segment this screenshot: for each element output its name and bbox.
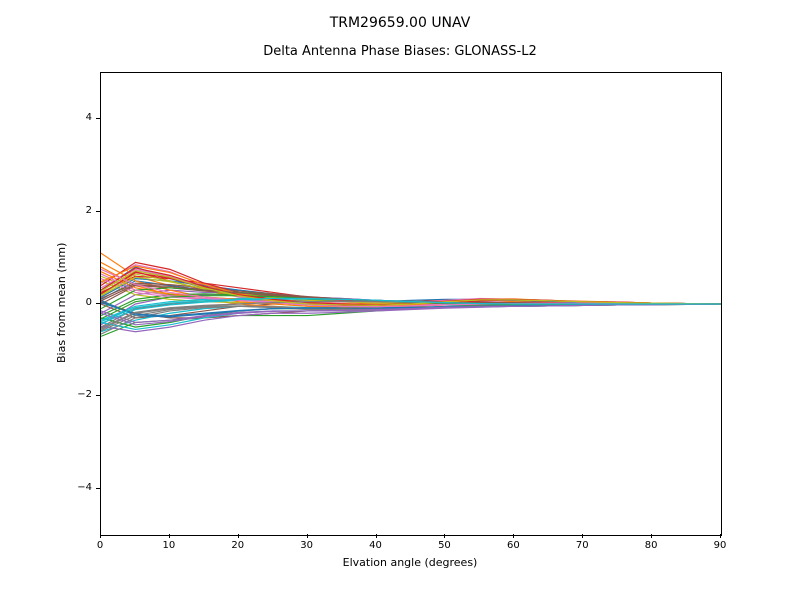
x-tick-mark — [582, 534, 583, 538]
y-tick-mark — [96, 395, 100, 396]
x-tick-mark — [100, 534, 101, 538]
x-tick-mark — [238, 534, 239, 538]
y-tick-mark — [96, 211, 100, 212]
x-tick-label: 90 — [710, 540, 730, 551]
y-axis-label: Bias from mean (mm) — [55, 243, 68, 363]
plot-area — [100, 72, 722, 536]
x-tick-label: 10 — [159, 540, 179, 551]
x-tick-label: 70 — [572, 540, 592, 551]
x-tick-mark — [513, 534, 514, 538]
axes-title: Delta Antenna Phase Biases: GLONASS-L2 — [0, 44, 800, 59]
x-tick-label: 50 — [434, 540, 454, 551]
y-tick-label: −2 — [77, 389, 92, 400]
x-tick-label: 40 — [366, 540, 386, 551]
x-tick-label: 0 — [90, 540, 110, 551]
x-tick-mark — [376, 534, 377, 538]
figure-suptitle: TRM29659.00 UNAV — [0, 15, 800, 31]
x-axis-label: Elvation angle (degrees) — [100, 556, 720, 569]
y-tick-mark — [96, 118, 100, 119]
y-tick-mark — [96, 303, 100, 304]
x-tick-mark — [651, 534, 652, 538]
x-tick-label: 60 — [503, 540, 523, 551]
x-tick-label: 30 — [297, 540, 317, 551]
x-tick-label: 20 — [228, 540, 248, 551]
lines-layer — [101, 73, 721, 535]
y-tick-label: 2 — [86, 205, 92, 216]
y-tick-label: 0 — [86, 297, 92, 308]
y-tick-mark — [96, 488, 100, 489]
x-tick-mark — [169, 534, 170, 538]
x-tick-mark — [720, 534, 721, 538]
x-tick-mark — [307, 534, 308, 538]
x-tick-label: 80 — [641, 540, 661, 551]
y-tick-label: 4 — [86, 112, 92, 123]
x-tick-mark — [444, 534, 445, 538]
y-tick-label: −4 — [77, 482, 92, 493]
